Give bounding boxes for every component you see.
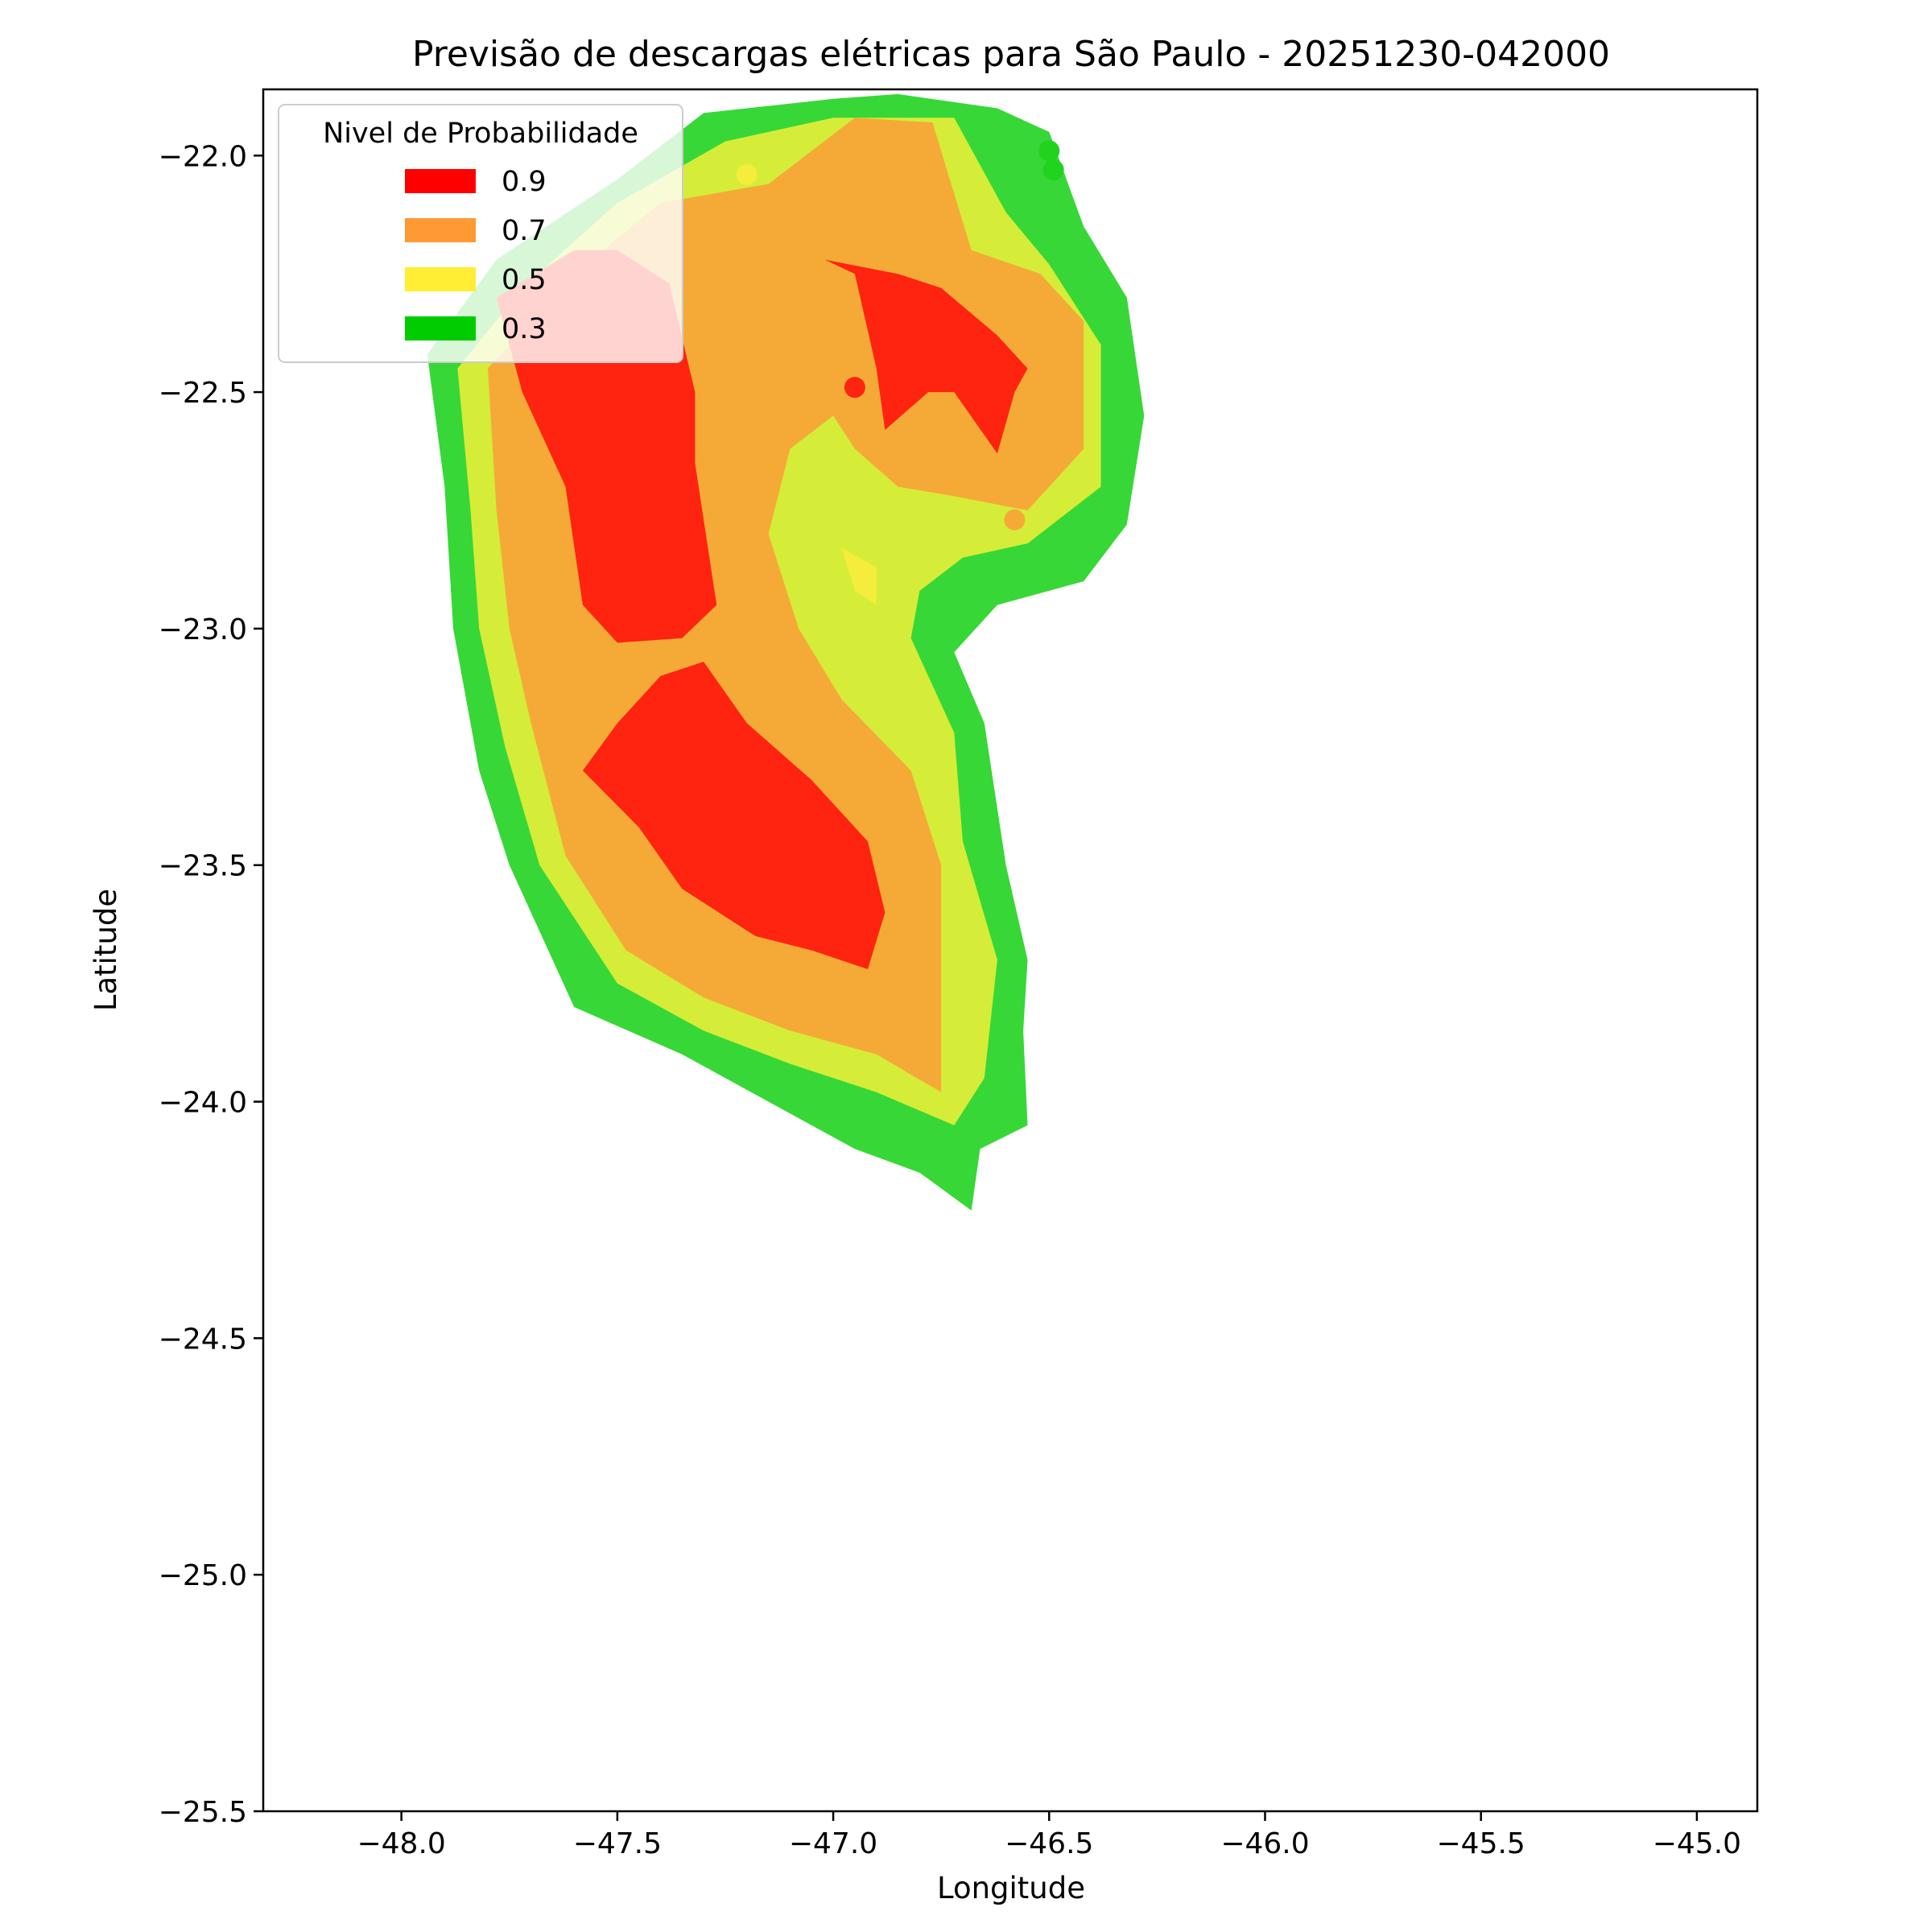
x-tick-label: −46.0 — [1220, 1827, 1309, 1860]
legend-swatch-07 — [405, 218, 476, 242]
strike-point-4 — [1042, 159, 1064, 180]
y-axis: −22.0 −22.5 −23.0 −23.5 −24.0 −24.5 −25.0 −25.5 — [159, 140, 263, 1829]
y-tick-label: −23.5 — [159, 850, 247, 883]
x-tick-label: −45.0 — [1653, 1827, 1741, 1860]
legend-swatch-09 — [405, 169, 476, 193]
legend-label-07: 0.7 — [502, 215, 547, 247]
legend-swatch-05 — [405, 267, 476, 291]
y-tick-label: −22.0 — [159, 140, 247, 173]
legend-box — [278, 104, 683, 363]
x-tick-label: −46.5 — [1005, 1827, 1093, 1860]
probability-region-05-6 — [841, 548, 877, 605]
legend-title: Nivel de Probabilidade — [323, 118, 638, 150]
y-tick-label: −24.0 — [159, 1087, 247, 1120]
probability-region-09-5 — [824, 259, 1028, 454]
y-tick-label: −24.5 — [159, 1323, 247, 1356]
x-axis-label: Longitude — [937, 1871, 1085, 1905]
legend-label-05: 0.5 — [502, 264, 547, 296]
strike-point-3 — [1038, 140, 1060, 162]
x-tick-label: −45.5 — [1437, 1827, 1525, 1860]
strike-point-1 — [844, 377, 865, 398]
y-tick-label: −25.0 — [159, 1559, 247, 1592]
y-axis-label: Latitude — [89, 889, 123, 1011]
x-tick-label: −47.5 — [573, 1827, 662, 1860]
chart-title: Previsão de descargas elétricas para São… — [412, 34, 1610, 75]
strike-point-0 — [736, 163, 758, 185]
y-tick-label: −25.5 — [159, 1796, 247, 1829]
x-axis: −48.0 −47.5 −47.0 −46.5 −46.0 −45.5 −45.0 — [357, 1811, 1741, 1860]
plot-area — [427, 93, 1145, 1211]
legend-entries: 0.9 0.7 0.5 0.3 — [405, 166, 547, 345]
legend-label-03: 0.3 — [502, 313, 547, 345]
x-tick-label: −47.0 — [789, 1827, 877, 1860]
probability-region-09-4 — [582, 662, 886, 969]
legend-label-09: 0.9 — [502, 166, 547, 198]
plot-frame — [262, 88, 1759, 1813]
y-tick-label: −23.0 — [159, 613, 247, 646]
legend-swatch-03 — [405, 316, 476, 341]
x-tick-label: −48.0 — [357, 1827, 445, 1860]
strike-point-2 — [1004, 509, 1026, 530]
legend: Nivel de Probabilidade 0.9 0.7 0.5 0.3 — [278, 104, 683, 363]
y-tick-label: −22.5 — [159, 377, 247, 410]
